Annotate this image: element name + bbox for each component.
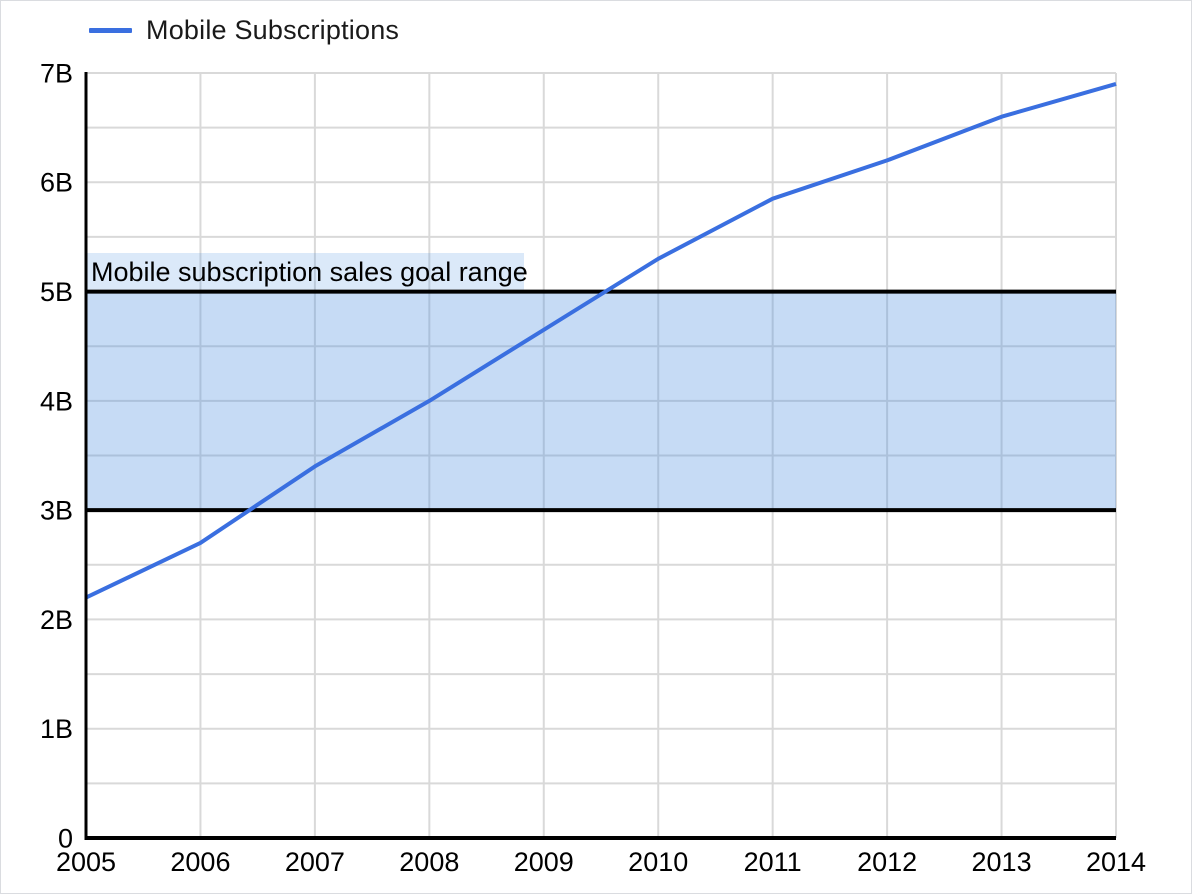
x-tick-label: 2010 [628, 847, 688, 877]
goal-range-label-background [86, 253, 524, 290]
y-tick-label: 0 [58, 823, 73, 853]
goal-range-label: Mobile subscription sales goal range [91, 257, 528, 287]
x-tick-label: 2006 [170, 847, 230, 877]
series-line-mobile-subscriptions [85, 81, 1117, 600]
y-tick-label: 5B [40, 277, 73, 307]
y-axis-labels: 0 1B 2B 3B 4B 5B 6B 7B [40, 58, 73, 853]
legend: Mobile Subscriptions [89, 15, 399, 46]
legend-label: Mobile Subscriptions [146, 15, 400, 45]
y-tick-label: 1B [40, 714, 73, 744]
x-tick-label: 2009 [514, 847, 574, 877]
legend-line-swatch [89, 28, 132, 33]
y-tick-label: 7B [40, 58, 73, 88]
x-tick-label: 2005 [56, 847, 116, 877]
goal-range-band [86, 291, 1116, 511]
x-tick-label: 2012 [857, 847, 917, 877]
x-tick-label: 2007 [285, 847, 345, 877]
y-tick-label: 3B [40, 496, 73, 526]
x-tick-label: 2008 [399, 847, 459, 877]
y-tick-label: 6B [40, 168, 73, 198]
x-tick-label: 2014 [1086, 847, 1146, 877]
x-tick-label: 2013 [972, 847, 1032, 877]
x-axis-labels: 2005 2006 2007 2008 2009 2010 2011 2012 2013 2014 [56, 847, 1146, 877]
y-tick-label: 4B [40, 386, 73, 416]
y-tick-label: 2B [40, 605, 73, 635]
x-tick-label: 2011 [744, 847, 802, 877]
